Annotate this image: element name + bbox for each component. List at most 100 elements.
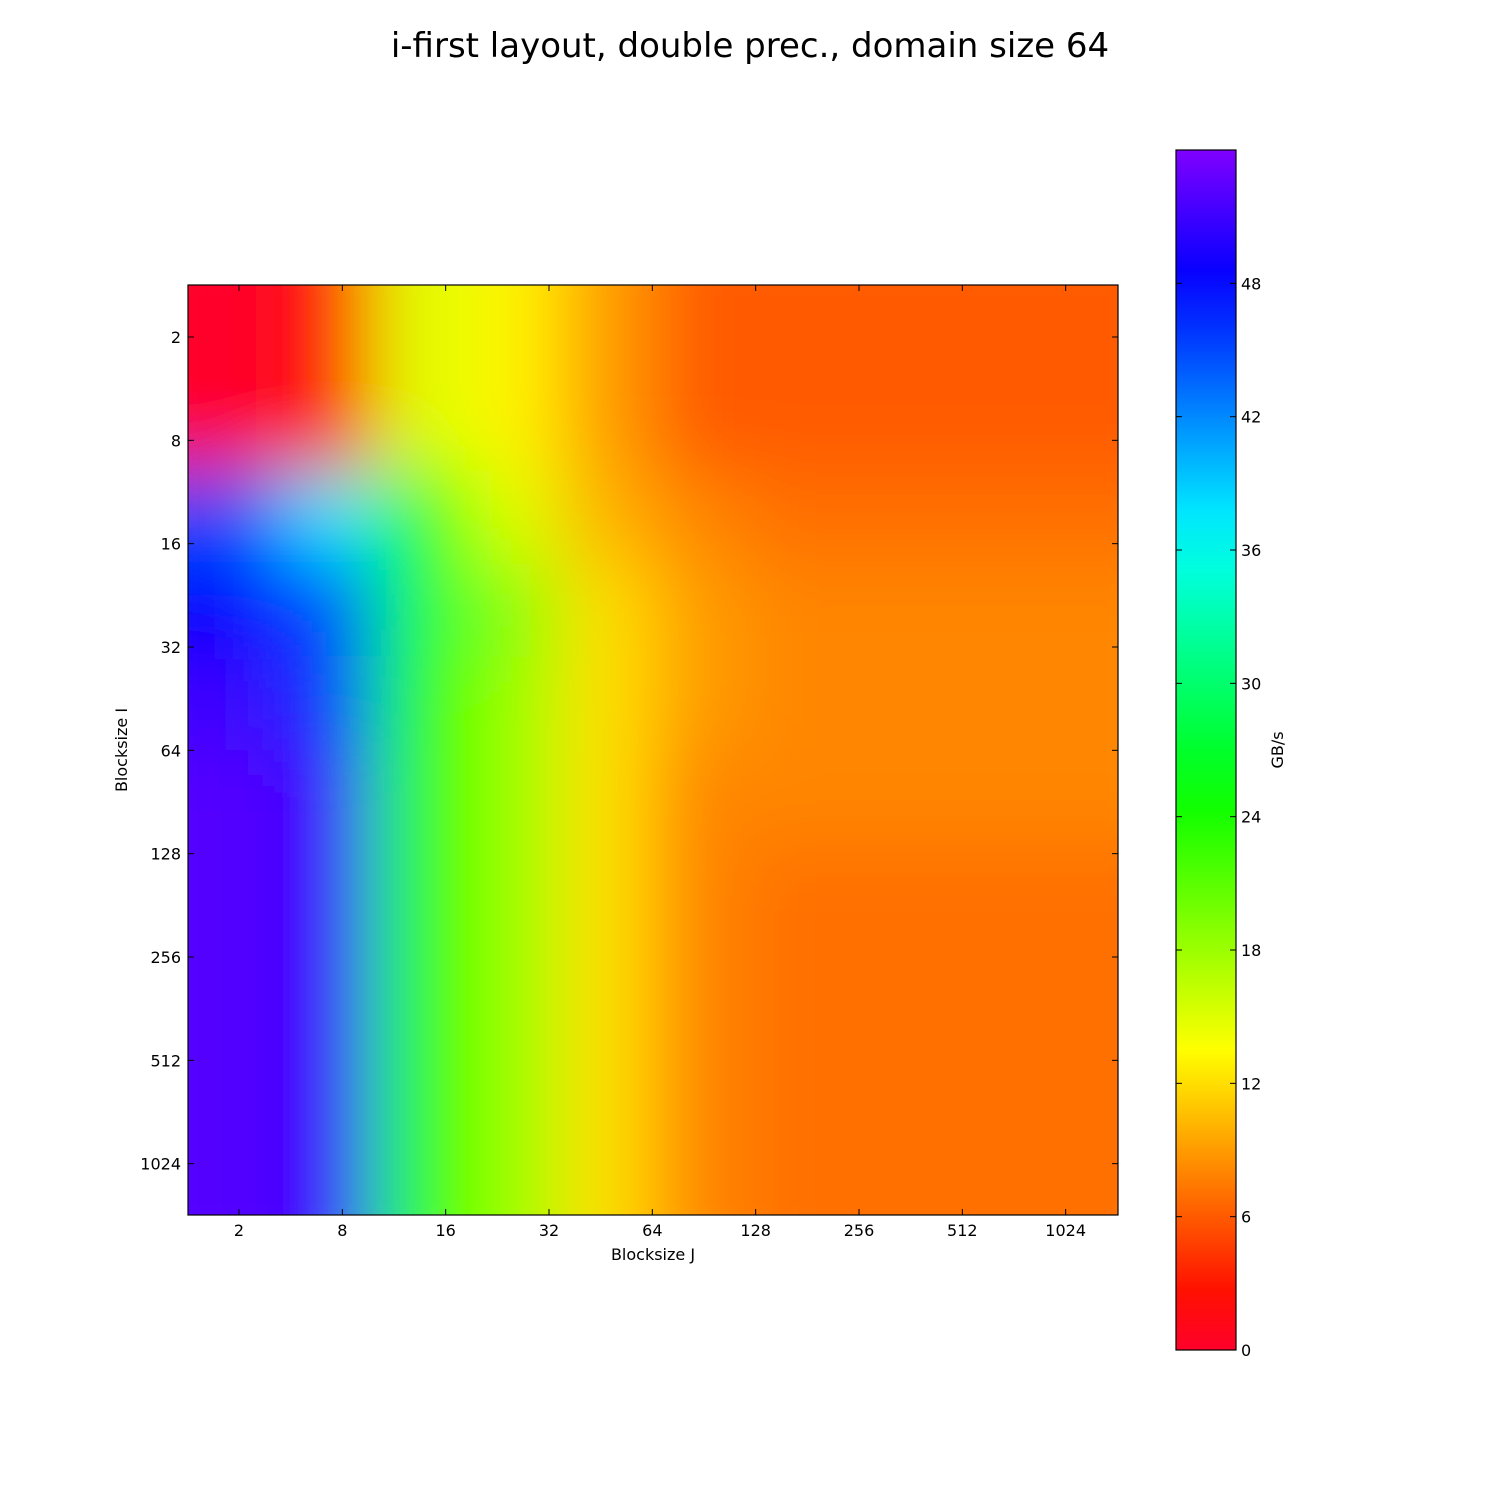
colorbar-tick-label: 30 — [1241, 674, 1261, 693]
heatmap-cells — [188, 285, 1118, 1215]
heatmap-cell — [188, 564, 282, 658]
heatmap-cell — [560, 657, 654, 751]
heatmap-cell — [281, 1122, 375, 1215]
heatmap-cell — [653, 285, 747, 379]
heatmap-cell — [746, 378, 840, 472]
heatmap-cell — [281, 657, 375, 751]
heatmap-cell — [839, 471, 933, 565]
colorbar-tick-label: 0 — [1241, 1341, 1251, 1360]
heatmap-cell — [653, 378, 747, 472]
heatmap-cell — [1025, 564, 1118, 658]
heatmap-cell — [560, 378, 654, 472]
heatmap-cell — [374, 843, 468, 937]
heatmap-cell — [188, 843, 282, 937]
x-tick-label: 64 — [642, 1221, 662, 1240]
heatmap-cell — [374, 936, 468, 1030]
heatmap-cell — [188, 1029, 282, 1123]
heatmap-cell — [839, 1029, 933, 1123]
heatmap-cell — [374, 1029, 468, 1123]
heatmap-cell — [932, 1029, 1026, 1123]
heatmap-cell — [1025, 471, 1118, 565]
heatmap-cell — [374, 750, 468, 844]
heatmap-cell — [467, 471, 561, 565]
x-tick-label: 2 — [234, 1221, 244, 1240]
x-tick-label: 32 — [539, 1221, 559, 1240]
heatmap-cell — [467, 843, 561, 937]
heatmap-cell — [746, 471, 840, 565]
heatmap-cell — [188, 750, 282, 844]
x-tick-label: 128 — [740, 1221, 771, 1240]
heatmap-cell — [653, 936, 747, 1030]
heatmap-cell — [839, 750, 933, 844]
heatmap-cell — [932, 657, 1026, 751]
heatmap-cell — [1025, 750, 1118, 844]
heatmap-cell — [188, 936, 282, 1030]
colorbar-ticks: 0 6 12 18 24 30 36 42 48 — [1176, 274, 1261, 1360]
y-tick-label: 2 — [171, 328, 181, 347]
heatmap-cell — [281, 285, 375, 379]
heatmap-cell — [281, 378, 375, 472]
heatmap-cell — [281, 843, 375, 937]
heatmap-cell — [1025, 1122, 1118, 1215]
x-axis: 2 8 16 32 64 128 256 512 1024 — [234, 285, 1086, 1240]
heatmap-cell — [746, 657, 840, 751]
x-tick-label: 16 — [435, 1221, 455, 1240]
heatmap-cell — [932, 750, 1026, 844]
y-tick-label: 1024 — [140, 1155, 181, 1174]
chart-title: i-first layout, double prec., domain siz… — [391, 26, 1109, 66]
heatmap-cell — [839, 285, 933, 379]
heatmap-cell — [839, 1122, 933, 1215]
y-tick-label: 8 — [171, 431, 181, 450]
y-tick-label: 512 — [150, 1051, 181, 1070]
heatmap-cell — [839, 936, 933, 1030]
heatmap-cell — [281, 1029, 375, 1123]
colorbar-tick-label: 18 — [1241, 941, 1261, 960]
heatmap-cell — [1025, 1029, 1118, 1123]
heatmap-cell — [188, 471, 282, 565]
heatmap-cell — [932, 843, 1026, 937]
heatmap-cell — [746, 1029, 840, 1123]
y-tick-label: 16 — [161, 535, 181, 554]
heatmap-cell — [281, 936, 375, 1030]
heatmap-cell — [653, 1122, 747, 1215]
heatmap-cell — [560, 564, 654, 658]
heatmap-cell — [653, 750, 747, 844]
heatmap-cell — [932, 1122, 1026, 1215]
heatmap-cell — [653, 657, 747, 751]
heatmap-cell — [839, 564, 933, 658]
heatmap-cell — [188, 1122, 282, 1215]
heatmap-cell — [653, 564, 747, 658]
y-axis-label: Blocksize I — [112, 708, 131, 792]
heatmap-cell — [467, 1122, 561, 1215]
colorbar-tick-label: 12 — [1241, 1074, 1261, 1093]
heatmap-cell — [374, 378, 468, 472]
heatmap-cell — [467, 564, 561, 658]
heatmap-cell — [839, 657, 933, 751]
x-tick-label: 512 — [947, 1221, 978, 1240]
heatmap-cell — [281, 471, 375, 565]
heatmap-cell — [467, 1029, 561, 1123]
heatmap-cell — [467, 657, 561, 751]
heatmap-cell — [1025, 936, 1118, 1030]
heatmap-cell — [746, 843, 840, 937]
x-tick-label: 256 — [844, 1221, 875, 1240]
heatmap-cell — [188, 285, 282, 379]
colorbar-tick-label: 24 — [1241, 808, 1261, 827]
heatmap-cell — [560, 843, 654, 937]
heatmap-cell — [839, 378, 933, 472]
heatmap-cell — [746, 750, 840, 844]
heatmap-cell — [653, 1029, 747, 1123]
heatmap-cell — [374, 657, 468, 751]
heatmap-cell — [746, 285, 840, 379]
colorbar — [1175, 149, 1237, 1351]
y-axis: 2 8 16 32 64 128 256 512 1024 — [140, 328, 1118, 1174]
heatmap-cell — [467, 285, 561, 379]
heatmap-cell — [560, 1029, 654, 1123]
heatmap-cell — [560, 1122, 654, 1215]
colorbar-tick-label: 42 — [1241, 408, 1261, 427]
heatmap-cell — [467, 378, 561, 472]
heatmap-cell — [932, 285, 1026, 379]
heatmap-cell — [839, 843, 933, 937]
heatmap-cell — [281, 750, 375, 844]
